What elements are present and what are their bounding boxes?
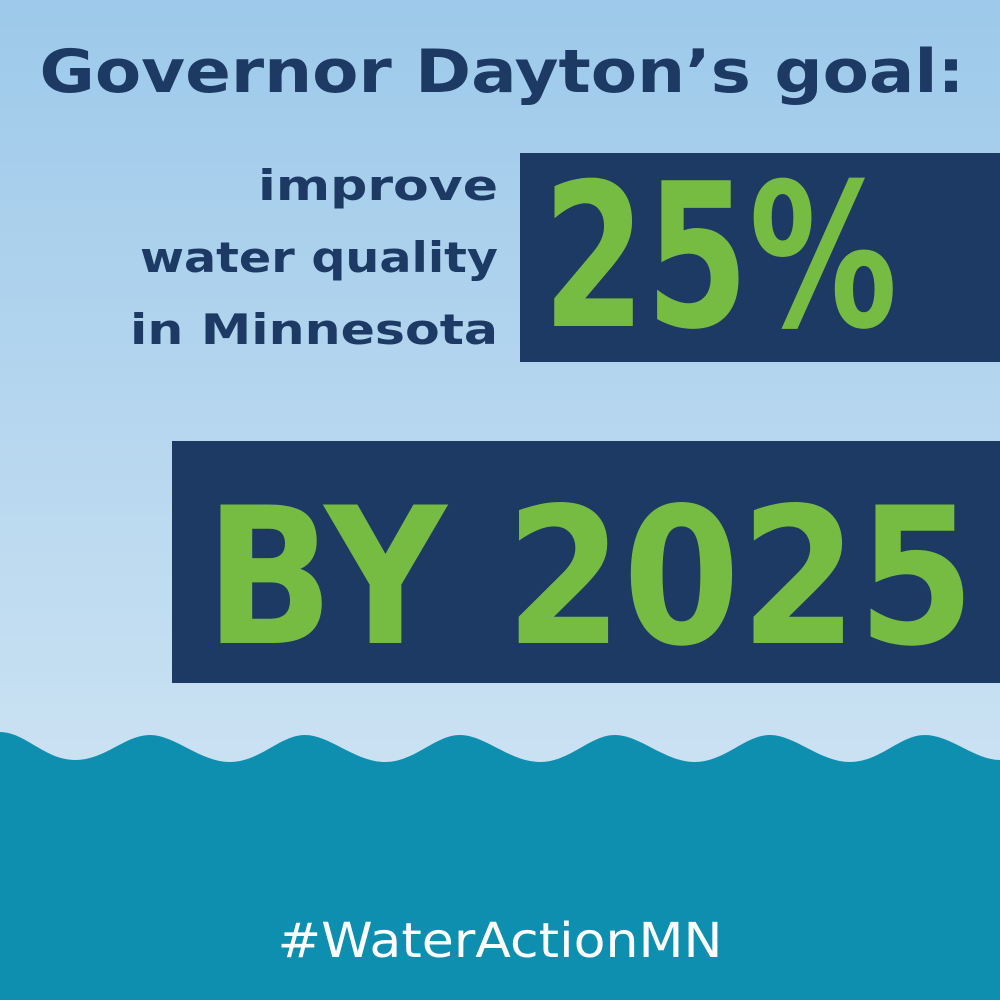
amount-box: [520, 153, 1000, 362]
goal-deadline: BY 2025: [205, 467, 975, 688]
water-waves: [0, 732, 1000, 1000]
goal-amount: 25%: [543, 141, 898, 374]
goal-line: water quality: [140, 233, 498, 282]
goal-line: improve: [258, 161, 498, 210]
hashtag: #WaterActionMN: [278, 913, 723, 969]
deadline-box: [172, 441, 1000, 683]
title: Governor Dayton’s goal:: [40, 37, 965, 107]
goal-line: in Minnesota: [130, 305, 498, 354]
